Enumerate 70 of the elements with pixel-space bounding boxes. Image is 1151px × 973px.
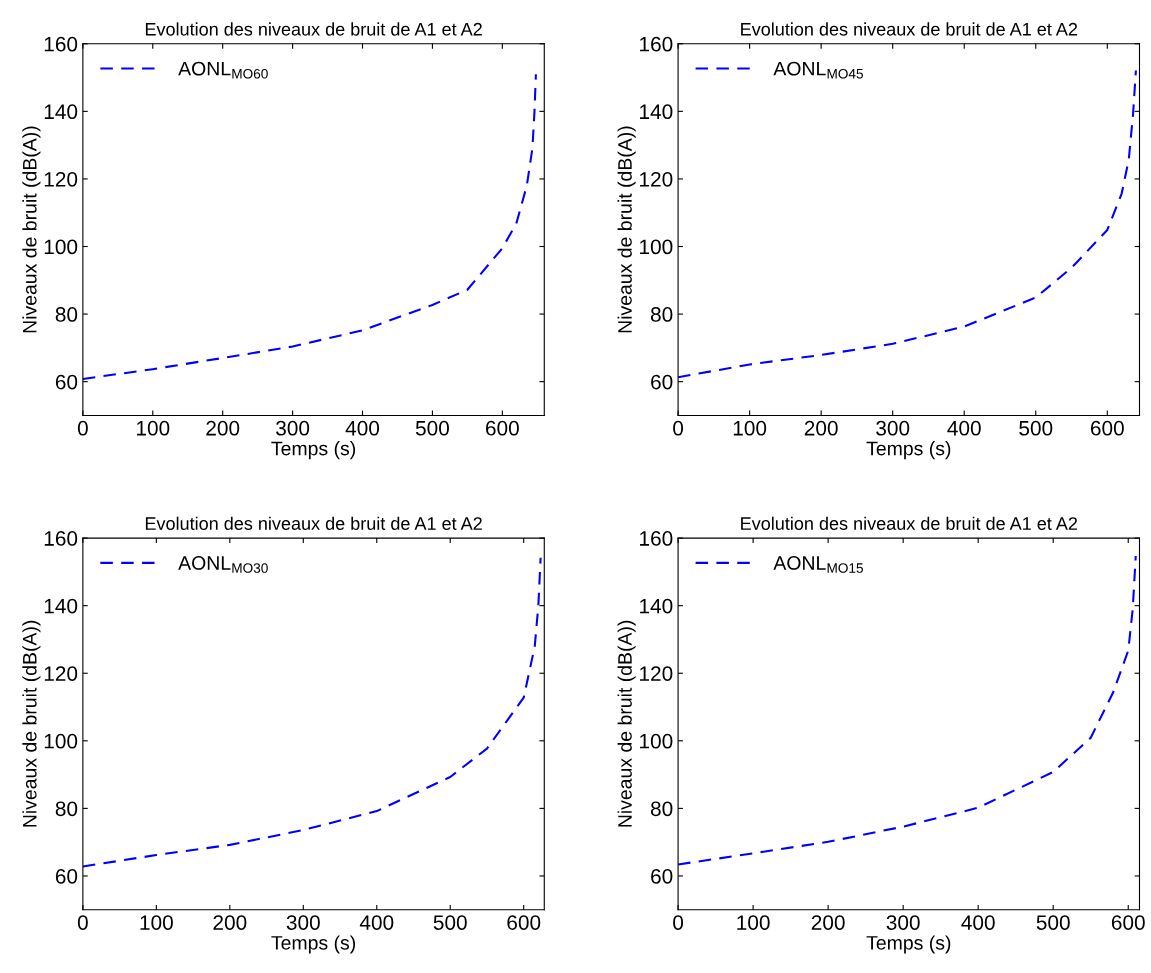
x-tick-label: 0 (673, 915, 684, 930)
x-tick-label: 200 (213, 915, 247, 930)
x-tick-label: 100 (733, 420, 767, 436)
chart-title: Evolution des niveaux de bruit de A1 et A2 (741, 516, 1078, 530)
chart-title: Evolution des niveaux de bruit de A1 et A2 (145, 22, 482, 36)
y-axis-title: Niveaux de bruit (dB(A)) (22, 126, 41, 333)
x-tick-label: 300 (886, 915, 920, 930)
x-tick-label: 200 (206, 420, 240, 436)
x-tick-label: 400 (345, 420, 380, 436)
y-tick-label: 120 (44, 171, 78, 187)
y-tick-label: 160 (640, 531, 673, 546)
line-series (82, 556, 542, 868)
y-axis-title: Niveaux de bruit (dB(A)) (617, 620, 636, 827)
x-tick-label: 300 (276, 420, 310, 436)
x-axis-title: Temps (s) (271, 441, 356, 460)
y-tick-label: 160 (44, 36, 78, 52)
y-tick-label: 160 (640, 36, 673, 52)
y-tick-label: 60 (55, 374, 78, 390)
x-tick-label: 500 (415, 420, 449, 436)
x-tick-label: 100 (136, 420, 170, 436)
y-tick-label: 140 (44, 598, 78, 614)
x-tick-label: 600 (486, 420, 519, 436)
x-tick-label: 600 (507, 915, 541, 930)
y-tick-label: 80 (55, 307, 78, 322)
line-series (678, 554, 1137, 866)
y-tick-label: 80 (650, 307, 673, 322)
y-tick-label: 60 (55, 868, 78, 884)
legend-label: AONL$_{MO45}$ (773, 61, 863, 79)
x-tick-label: 100 (737, 915, 770, 930)
x-tick-label: 300 (286, 915, 320, 930)
legend-label: AONL$_{MO30}$ (178, 556, 268, 573)
x-tick-label: 0 (77, 915, 88, 930)
x-tick-label: 600 (1090, 420, 1124, 436)
chart-title: Evolution des niveaux de bruit de A1 et A2 (145, 516, 482, 530)
y-tick-label: 60 (651, 374, 673, 390)
legend-label: AONL$_{MO15}$ (773, 556, 863, 573)
x-tick-label: 400 (947, 420, 981, 436)
x-tick-label: 300 (876, 420, 910, 436)
y-tick-label: 60 (651, 868, 673, 884)
y-tick-label: 120 (640, 171, 673, 187)
x-tick-label: 400 (961, 915, 995, 930)
x-axis-title: Temps (s) (271, 935, 356, 954)
y-tick-label: 140 (44, 104, 78, 120)
x-tick-label: 500 (1019, 420, 1053, 436)
x-tick-label: 600 (1111, 915, 1145, 930)
x-tick-label: 500 (1036, 915, 1070, 930)
x-tick-label: 200 (811, 915, 845, 930)
y-tick-label: 120 (44, 666, 78, 681)
x-tick-label: 0 (77, 420, 88, 436)
legend-label: AONL$_{MO60}$ (178, 61, 268, 79)
y-tick-label: 140 (640, 104, 673, 120)
y-tick-label: 100 (44, 733, 78, 749)
x-tick-label: 0 (673, 420, 684, 436)
y-axis-title: Niveaux de bruit (dB(A)) (617, 126, 636, 333)
y-tick-label: 160 (44, 531, 78, 546)
y-axis-title: Niveaux de bruit (dB(A)) (22, 620, 41, 827)
x-axis-title: Temps (s) (866, 441, 951, 460)
y-tick-label: 100 (640, 733, 673, 749)
y-tick-label: 80 (650, 801, 673, 817)
y-tick-label: 120 (640, 666, 673, 681)
x-tick-label: 500 (433, 915, 467, 930)
y-tick-label: 140 (640, 598, 673, 614)
y-tick-label: 80 (55, 801, 78, 817)
x-tick-label: 200 (804, 420, 838, 436)
x-tick-label: 400 (359, 915, 394, 930)
chart-title: Evolution des niveaux de bruit de A1 et A2 (741, 22, 1078, 36)
x-tick-label: 100 (140, 915, 173, 930)
x-axis-title: Temps (s) (866, 935, 951, 954)
y-tick-label: 100 (44, 239, 78, 255)
y-tick-label: 100 (640, 239, 673, 255)
